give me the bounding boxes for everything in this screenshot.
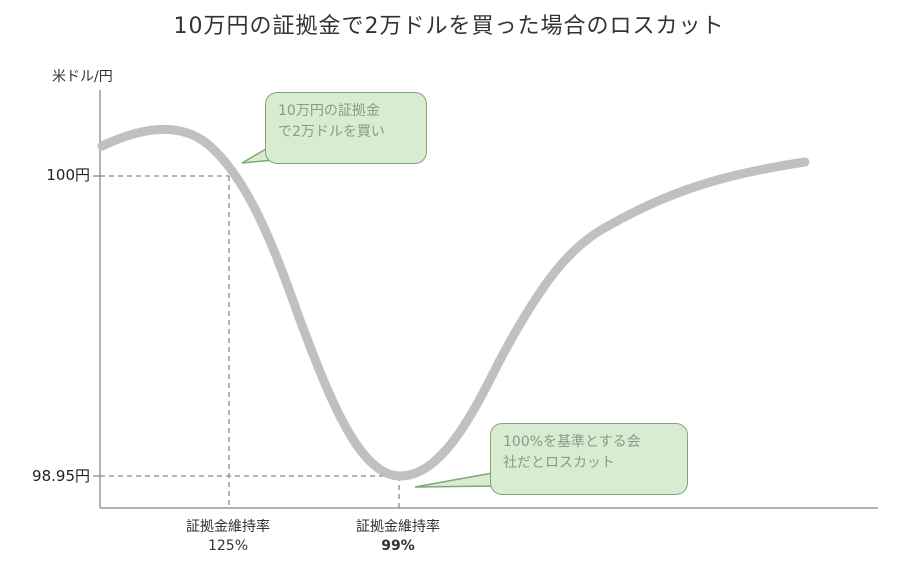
y-tick-100: 100円 xyxy=(46,166,90,184)
callout-purchase: 10万円の証拠金 で2万ドルを買い xyxy=(265,92,427,164)
y-tick-98-95: 98.95円 xyxy=(32,467,90,485)
x-tick-125: 証拠金維持率 125% xyxy=(158,518,298,556)
callout-purchase-line2: で2万ドルを買い xyxy=(278,124,385,140)
chart-title: 10万円の証拠金で2万ドルを買った場合のロスカット xyxy=(173,14,725,39)
callout-losscut-line2: 社だとロスカット xyxy=(503,455,615,471)
callout-pointer-2 xyxy=(414,471,499,488)
callout-purchase-line1: 10万円の証拠金 xyxy=(278,103,380,119)
x-tick-99: 証拠金維持率 99% xyxy=(328,518,468,556)
x-tick-99-value: 99% xyxy=(381,538,415,554)
x-tick-125-value: 125% xyxy=(207,538,249,554)
callout-losscut: 100%を基準とする会 社だとロスカット xyxy=(490,423,688,495)
price-line xyxy=(97,124,810,481)
callout-losscut-line1: 100%を基準とする会 xyxy=(503,434,641,450)
y-axis-label: 米ドル/円 xyxy=(52,69,113,85)
x-tick-125-label: 証拠金維持率 xyxy=(186,519,270,535)
x-tick-99-label: 証拠金維持率 xyxy=(356,519,440,535)
